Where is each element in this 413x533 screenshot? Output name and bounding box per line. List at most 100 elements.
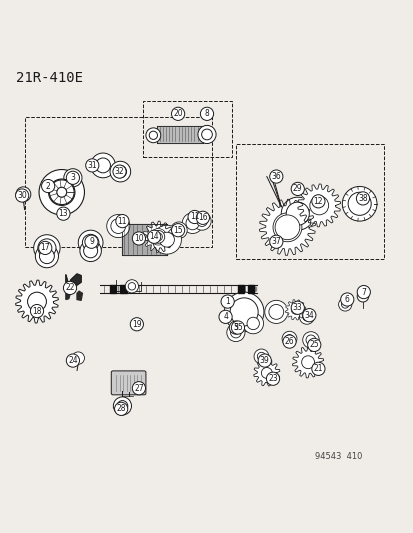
Circle shape — [85, 159, 99, 172]
Polygon shape — [77, 291, 82, 300]
Circle shape — [307, 338, 320, 351]
Circle shape — [48, 179, 75, 205]
Text: 17: 17 — [40, 244, 50, 253]
Circle shape — [38, 239, 56, 257]
Circle shape — [66, 171, 79, 184]
Bar — [143, 101, 231, 157]
Circle shape — [311, 362, 324, 375]
Circle shape — [116, 214, 129, 228]
Text: 12: 12 — [313, 197, 323, 206]
Circle shape — [301, 356, 314, 369]
Circle shape — [28, 293, 46, 311]
Circle shape — [196, 216, 207, 227]
Circle shape — [110, 161, 131, 182]
Circle shape — [35, 245, 58, 268]
Polygon shape — [259, 199, 315, 255]
Circle shape — [113, 397, 131, 415]
Circle shape — [16, 187, 31, 201]
Circle shape — [130, 318, 143, 331]
Circle shape — [78, 230, 103, 255]
Polygon shape — [157, 126, 202, 143]
Circle shape — [309, 196, 328, 215]
Circle shape — [269, 235, 282, 248]
Text: 30: 30 — [17, 191, 27, 200]
Text: 33: 33 — [292, 303, 302, 312]
Circle shape — [159, 232, 174, 247]
Circle shape — [242, 313, 263, 334]
Circle shape — [125, 280, 138, 293]
Polygon shape — [142, 221, 173, 253]
Text: 11: 11 — [190, 213, 199, 222]
Circle shape — [302, 313, 310, 321]
Circle shape — [63, 281, 76, 295]
Circle shape — [117, 401, 128, 411]
Circle shape — [132, 232, 145, 245]
Circle shape — [197, 125, 216, 143]
Text: 24: 24 — [68, 356, 78, 365]
Circle shape — [170, 222, 187, 238]
Circle shape — [64, 169, 82, 187]
Circle shape — [145, 128, 160, 143]
Text: 2: 2 — [46, 182, 50, 190]
Text: 29: 29 — [292, 184, 302, 193]
Circle shape — [230, 298, 258, 326]
Circle shape — [152, 225, 181, 254]
Text: 5: 5 — [233, 323, 238, 332]
Polygon shape — [253, 360, 279, 386]
Circle shape — [149, 131, 157, 140]
Polygon shape — [110, 286, 116, 293]
Circle shape — [340, 293, 353, 306]
Circle shape — [82, 235, 99, 251]
Polygon shape — [66, 274, 81, 287]
Circle shape — [280, 197, 313, 230]
Bar — [235, 144, 384, 259]
Polygon shape — [292, 346, 323, 378]
Circle shape — [174, 226, 183, 235]
Circle shape — [347, 192, 370, 215]
Circle shape — [285, 335, 293, 343]
Text: 23: 23 — [268, 374, 277, 383]
Circle shape — [95, 158, 110, 173]
Circle shape — [254, 349, 268, 364]
Circle shape — [261, 368, 272, 378]
Text: 21R-410E: 21R-410E — [17, 70, 83, 85]
Text: 21: 21 — [313, 365, 323, 373]
Circle shape — [311, 195, 324, 208]
Text: 22: 22 — [65, 284, 75, 293]
Circle shape — [218, 310, 232, 324]
Text: 37: 37 — [271, 237, 280, 246]
Circle shape — [272, 213, 301, 242]
Text: 10: 10 — [134, 234, 143, 243]
Text: 94543  410: 94543 410 — [315, 453, 362, 461]
FancyBboxPatch shape — [111, 371, 145, 395]
Circle shape — [152, 230, 164, 243]
Circle shape — [230, 327, 241, 338]
Circle shape — [111, 219, 126, 233]
Circle shape — [200, 107, 213, 120]
Circle shape — [154, 233, 162, 241]
Circle shape — [39, 249, 54, 264]
Polygon shape — [237, 286, 244, 293]
Circle shape — [30, 304, 43, 318]
Text: 9: 9 — [89, 237, 94, 246]
Circle shape — [305, 335, 315, 345]
Circle shape — [224, 292, 263, 332]
Circle shape — [85, 235, 98, 248]
Circle shape — [290, 182, 304, 196]
Polygon shape — [248, 286, 254, 293]
Circle shape — [185, 216, 199, 230]
Circle shape — [302, 309, 315, 322]
Text: 32: 32 — [114, 167, 124, 176]
Text: 20: 20 — [173, 109, 183, 118]
Text: 25: 25 — [309, 341, 318, 350]
Circle shape — [83, 244, 97, 258]
Polygon shape — [66, 291, 71, 300]
Circle shape — [192, 212, 211, 230]
Circle shape — [356, 290, 368, 302]
Circle shape — [291, 305, 299, 314]
Polygon shape — [120, 286, 126, 293]
Circle shape — [33, 235, 60, 261]
Polygon shape — [121, 224, 166, 255]
Circle shape — [38, 241, 52, 255]
Circle shape — [196, 211, 209, 224]
